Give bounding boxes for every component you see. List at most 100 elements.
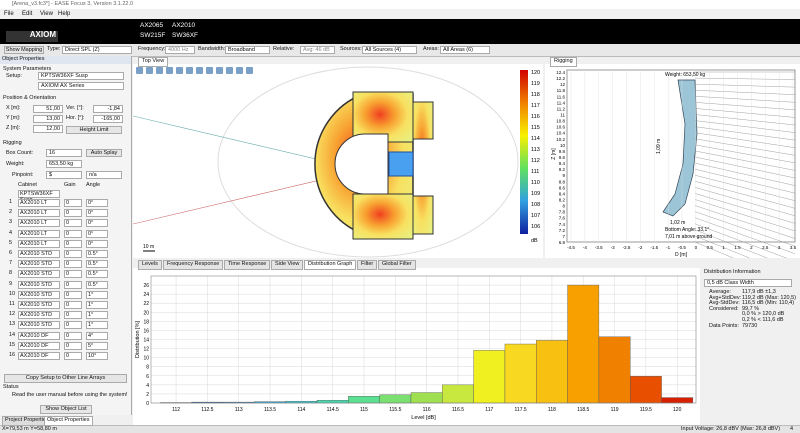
x-tick-label: -4 — [583, 245, 587, 250]
angle-annotation: Bottom Angle: 33,1° — [665, 227, 709, 233]
gain-select[interactable]: 0 — [64, 270, 82, 279]
sources-select[interactable]: All Sources (4) — [362, 46, 417, 54]
bottom-tab[interactable]: Distribution Graph — [304, 260, 357, 270]
cabinet-select[interactable]: AX2010 DF — [18, 341, 60, 350]
y-tick-label: 9 — [562, 173, 565, 178]
cabinet-select[interactable]: AX2010 STD — [18, 311, 60, 320]
height-limit-button[interactable]: Height Limit — [66, 126, 122, 134]
angle-select[interactable]: 0.5° — [86, 250, 108, 258]
angle-select[interactable]: 1° — [86, 301, 108, 309]
cabinet-select[interactable]: AX2010 LT — [18, 219, 60, 228]
angle-select[interactable]: 4° — [86, 331, 108, 340]
y-tick-label: 10 — [560, 143, 566, 148]
field-input[interactable]: 13,00 — [33, 115, 63, 123]
gain-select[interactable]: 0 — [64, 260, 82, 269]
field-input[interactable]: 12,00 — [33, 125, 63, 133]
angle-select[interactable]: 0.5° — [86, 260, 108, 269]
gain-select[interactable]: 0 — [64, 199, 82, 207]
suspension-row[interactable]: KPTSW36XF Susp — [18, 190, 60, 203]
cabinet-select[interactable]: AX2010 LT — [18, 239, 60, 248]
gain-select[interactable]: 0 — [64, 290, 82, 299]
angle-select[interactable]: 5° — [86, 341, 108, 350]
angle-select[interactable]: 0.5° — [86, 280, 108, 289]
color-scale-label: 112 — [531, 158, 540, 164]
setup-select[interactable]: KPTSW36XF Susp — [38, 72, 124, 80]
cabinet-select[interactable]: AX2010 STD — [18, 301, 60, 309]
bottom-tab[interactable]: Frequency Response — [163, 260, 224, 270]
angle-select[interactable]: 0° — [86, 209, 108, 218]
bottom-tab[interactable]: Filter — [357, 260, 378, 270]
ray-line — [694, 235, 751, 258]
x-tick-label: 112 — [172, 407, 180, 413]
relative-select[interactable]: Avg: 46 dB — [300, 46, 335, 54]
cabinet-select[interactable]: AX2010 STD — [18, 270, 60, 279]
cabinet-select[interactable]: AX2010 DF — [18, 331, 60, 340]
bottom-tab[interactable]: Global Filter — [378, 260, 416, 270]
areas-select[interactable]: All Areas (6) — [440, 46, 490, 54]
bottom-tab[interactable]: Levels — [138, 260, 162, 270]
gain-select[interactable]: 0 — [64, 341, 82, 350]
field-input[interactable]: -1,84 — [93, 105, 123, 113]
show-mapping-button[interactable]: Show Mapping — [4, 46, 44, 54]
cabinet-select[interactable]: AX2010 STD — [18, 250, 60, 258]
angle-select[interactable]: 0.5° — [86, 270, 108, 279]
x-tick-label: 117 — [485, 407, 493, 413]
bar — [348, 395, 380, 404]
view-tool-icon — [206, 67, 213, 74]
gain-select[interactable]: 0 — [64, 331, 82, 340]
color-scale-label: 111 — [531, 169, 539, 175]
gain-select[interactable]: 0 — [64, 209, 82, 218]
bottom-tab[interactable]: Side View — [271, 260, 304, 270]
x-tick-label: 119 — [611, 407, 619, 413]
x-tick-label: 118.5 — [577, 407, 589, 413]
angle-select[interactable]: 1° — [86, 290, 108, 299]
angle-select[interactable]: 1° — [86, 321, 108, 330]
bottom-tab[interactable]: Time Response — [224, 260, 271, 270]
type-select[interactable]: Direct SPL (Z) — [62, 46, 132, 54]
gain-select[interactable]: 0 — [64, 280, 82, 289]
cabinet-select[interactable]: AX2010 STD — [18, 290, 60, 299]
gain-select[interactable]: 0 — [64, 239, 82, 248]
gain-select[interactable]: 0 — [64, 301, 82, 309]
gain-select[interactable]: 0 — [64, 250, 82, 258]
box-count-select[interactable]: 16 — [46, 149, 82, 157]
cabinet-select[interactable]: AX2010 STD — [18, 321, 60, 330]
gain-select[interactable]: 0 — [64, 311, 82, 320]
weight-field[interactable]: 653,50 kg — [46, 160, 82, 168]
show-object-list-button[interactable]: Show Object List — [40, 405, 92, 414]
cabinet-select[interactable]: AX2010 LT — [18, 229, 60, 238]
row-index: 1 — [9, 199, 13, 205]
field-input[interactable]: -165,00 — [93, 115, 123, 123]
ray-line — [694, 205, 796, 239]
field-input[interactable]: 51,00 — [33, 105, 63, 113]
cabinet-select[interactable]: AX2010 LT — [18, 209, 60, 218]
angle-select[interactable]: 0° — [86, 199, 108, 207]
auto-splay-button[interactable]: Auto Splay — [86, 149, 122, 157]
angle-select[interactable]: 1° — [86, 311, 108, 320]
pinpoint-select[interactable]: $ — [46, 171, 82, 179]
angle-select[interactable]: 0° — [86, 219, 108, 228]
pinpoint-value[interactable]: n/a — [86, 171, 122, 179]
view-tool-icon — [216, 67, 223, 74]
gain-select[interactable]: 0 — [64, 321, 82, 330]
gain-select[interactable]: 0 — [64, 229, 82, 238]
top-view-canvas: 10 m 120 119 118 117 116 115 114 113 112 111 110 109… — [133, 64, 543, 258]
cabinet-select[interactable]: AX2010 LT — [18, 199, 60, 207]
bar — [536, 340, 568, 404]
bandwidth-select[interactable]: Broadband — [225, 46, 270, 54]
series-field[interactable]: AXIOM AX Series — [38, 82, 124, 90]
copy-setup-button[interactable]: Copy Setup to Other Line Arrays — [4, 374, 127, 383]
cabinet-select[interactable]: AX2010 STD — [18, 260, 60, 269]
cabinet-select[interactable]: AX2010 DF — [18, 352, 60, 360]
angle-select[interactable]: 0° — [86, 239, 108, 248]
x-tick-label: 115.5 — [389, 407, 401, 413]
class-width-select[interactable]: 0,5 dB Class Width — [704, 279, 792, 287]
angle-select[interactable]: 0° — [86, 229, 108, 238]
gain-select[interactable]: 0 — [64, 352, 82, 360]
x-tick-label: -3 — [611, 245, 615, 250]
cabinet-select[interactable]: AX2010 STD — [18, 280, 60, 289]
frequency-select[interactable]: 4000 Hz — [165, 46, 195, 54]
color-scale — [520, 70, 528, 234]
gain-select[interactable]: 0 — [64, 219, 82, 228]
angle-select[interactable]: 10° — [86, 352, 108, 360]
